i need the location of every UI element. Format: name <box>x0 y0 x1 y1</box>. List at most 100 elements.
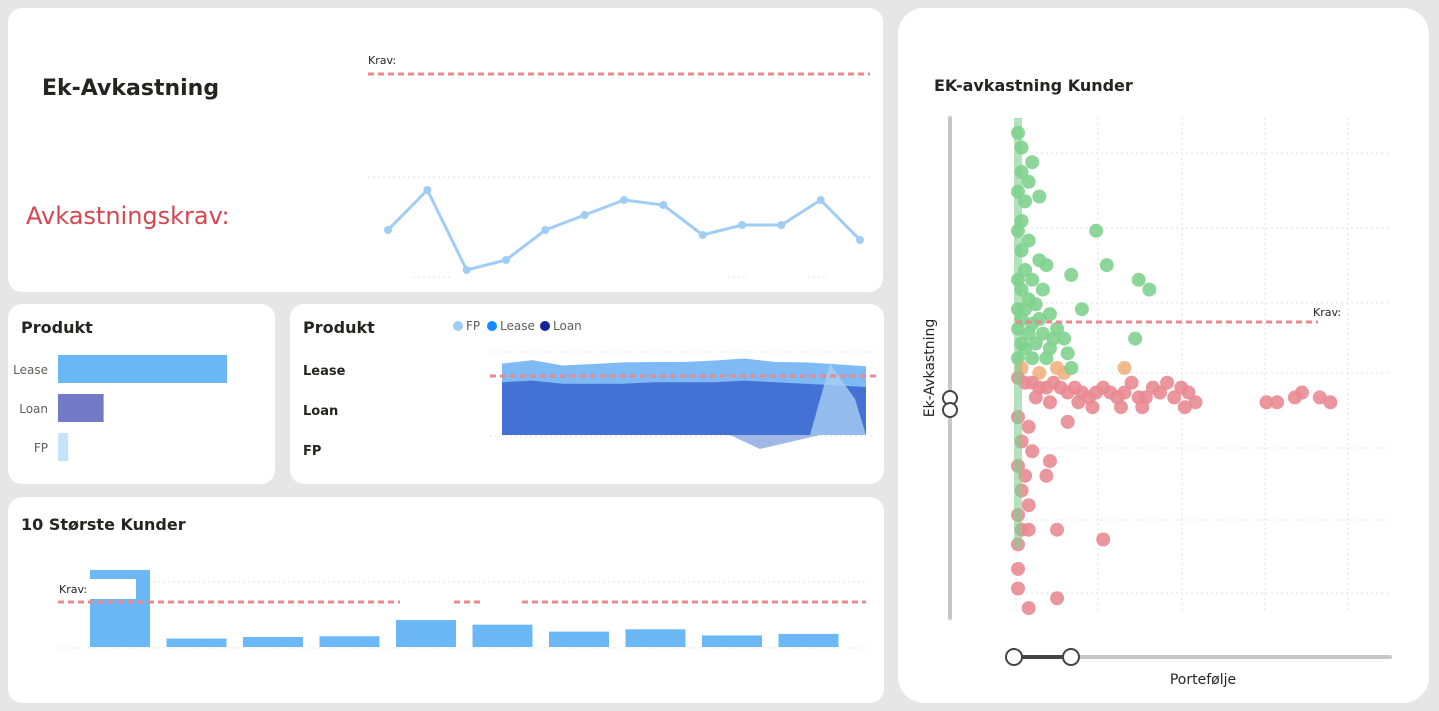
trend-point <box>738 221 746 229</box>
scatter-point-pink[interactable] <box>1135 400 1150 415</box>
scatter-point-pink[interactable] <box>1042 395 1057 410</box>
customer-bar-3[interactable] <box>243 636 303 647</box>
customer-bar-9[interactable] <box>702 635 762 647</box>
scatter-point-pink[interactable] <box>1181 385 1196 400</box>
scatter-point-orange[interactable] <box>1032 365 1047 380</box>
scatter-point-pink[interactable] <box>1011 581 1025 596</box>
scatter-point-pink[interactable] <box>1050 522 1065 537</box>
customer-bar-2[interactable] <box>166 638 227 647</box>
legend-loan-label: Loan <box>553 319 582 333</box>
produkt-bar-fp[interactable] <box>58 433 69 461</box>
scatter-point-green[interactable] <box>1064 361 1079 375</box>
trend-point <box>659 201 668 209</box>
produkt-bar-loan[interactable] <box>58 394 104 422</box>
scatter-point-pink[interactable] <box>1021 522 1036 537</box>
scatter-point-pink[interactable] <box>1025 444 1040 459</box>
ek-avkastning-title: Ek-Avkastning <box>42 76 220 101</box>
scatter-point-green[interactable] <box>1057 331 1072 346</box>
scatter-point-green[interactable] <box>1032 189 1047 204</box>
scatter-point-pink[interactable] <box>1042 454 1057 469</box>
scatter-point-pink[interactable] <box>1060 414 1075 429</box>
scatter-point-pink[interactable] <box>1028 390 1043 405</box>
scatter-point-pink[interactable] <box>1188 395 1203 410</box>
scatter-point-green[interactable] <box>1021 174 1036 189</box>
y-slider-handle-bottom[interactable] <box>942 402 958 418</box>
legend-loan-marker <box>540 321 550 331</box>
scatter-title: EK-avkastning Kunder <box>934 76 1133 95</box>
scatter-point-green[interactable] <box>1028 297 1043 312</box>
bar-label-fp: FP <box>34 441 48 455</box>
scatter-point-pink[interactable] <box>1312 390 1327 405</box>
scatter-point-pink[interactable] <box>1039 468 1054 483</box>
scatter-point-pink[interactable] <box>1021 419 1036 434</box>
scatter-point-green[interactable] <box>1099 258 1114 273</box>
scatter-point-pink[interactable] <box>1259 395 1274 410</box>
krav-label-bg <box>56 579 136 599</box>
scatter-point-pink[interactable] <box>1160 375 1175 390</box>
area-fp-peak <box>810 364 866 435</box>
scatter-point-green[interactable] <box>1028 336 1043 351</box>
scatter-point-pink[interactable] <box>1295 385 1309 400</box>
scatter-point-pink[interactable] <box>1011 561 1025 576</box>
scatter-point-orange[interactable] <box>1117 361 1132 375</box>
produkt-bar-lease[interactable] <box>58 355 227 383</box>
scatter-point-pink[interactable] <box>1050 591 1065 606</box>
y-axis-label: Ek-Avkastning <box>922 319 938 418</box>
trend-point <box>462 266 471 274</box>
customer-bar-8[interactable] <box>625 629 686 647</box>
scatter-point-green[interactable] <box>1064 267 1079 282</box>
customer-bar-7[interactable] <box>549 631 609 647</box>
scatter-point-pink[interactable] <box>1270 395 1285 410</box>
row-label-lease: Lease <box>303 364 346 379</box>
scatter-point-pink[interactable] <box>1113 400 1128 415</box>
x-slider-handle-left[interactable] <box>1005 648 1023 666</box>
produkt-bar-title: Produkt <box>21 318 93 337</box>
scatter-point-green[interactable] <box>1046 331 1061 346</box>
area-fp-dip <box>730 435 820 449</box>
scatter-point-green[interactable] <box>1142 282 1157 297</box>
scatter-point-green[interactable] <box>1074 302 1089 317</box>
scatter-point-pink[interactable] <box>1085 400 1100 415</box>
scatter-point-pink[interactable] <box>1167 390 1182 405</box>
scatter-point-pink[interactable] <box>1021 601 1036 616</box>
scatter-point-pink[interactable] <box>1071 395 1086 410</box>
customer-bar-4[interactable] <box>319 636 380 647</box>
scatter-point-pink[interactable] <box>1153 385 1167 400</box>
scatter-point-green[interactable] <box>1021 233 1036 248</box>
scatter-point-green[interactable] <box>1060 346 1075 361</box>
ek-avkastning-line-chart: Krav: <box>368 54 870 278</box>
scatter-point-green[interactable] <box>1025 272 1040 287</box>
scatter-point-green[interactable] <box>1021 326 1036 341</box>
customer-bar-10[interactable] <box>778 633 839 647</box>
scatter-point-pink[interactable] <box>1323 395 1338 410</box>
trend-point <box>541 226 550 234</box>
scatter-point-green[interactable] <box>1131 272 1146 287</box>
trend-point <box>856 236 864 244</box>
scatter-point-green[interactable] <box>1039 351 1054 366</box>
scatter-point-green[interactable] <box>1035 282 1050 297</box>
trend-point <box>580 211 589 219</box>
scatter-point-green[interactable] <box>1039 258 1054 273</box>
scatter-point-green[interactable] <box>1025 351 1040 366</box>
scatter-point-pink[interactable] <box>1124 375 1139 390</box>
scatter-point-pink[interactable] <box>1177 400 1192 415</box>
bar-label-lease: Lease <box>13 363 48 377</box>
top10-bar-chart: Krav: <box>56 570 866 649</box>
ek-avkastning-card: Ek-Avkastning Avkastningskrav: Krav: <box>8 8 883 292</box>
customer-bar-6[interactable] <box>472 624 533 647</box>
scatter-point-green[interactable] <box>1035 326 1050 341</box>
legend-lease-marker <box>487 321 497 331</box>
scatter-card: EK-avkastning Kunder Ek-Avkastning Krav:… <box>898 8 1429 703</box>
scatter-point-green[interactable] <box>1042 307 1057 322</box>
scatter-point-pink[interactable] <box>1096 532 1111 547</box>
trend-point <box>502 256 510 264</box>
scatter-point-pink[interactable] <box>1021 498 1036 513</box>
scatter-point-green[interactable] <box>1025 155 1040 170</box>
area-loan[interactable] <box>502 380 866 435</box>
customer-bar-5[interactable] <box>396 620 456 647</box>
x-slider-handle-right[interactable] <box>1062 648 1080 666</box>
scatter-point-green[interactable] <box>1089 223 1104 238</box>
scatter-point-green[interactable] <box>1128 331 1143 346</box>
legend-fp-label: FP <box>466 319 480 333</box>
scatter-point-pink[interactable] <box>1117 385 1132 400</box>
